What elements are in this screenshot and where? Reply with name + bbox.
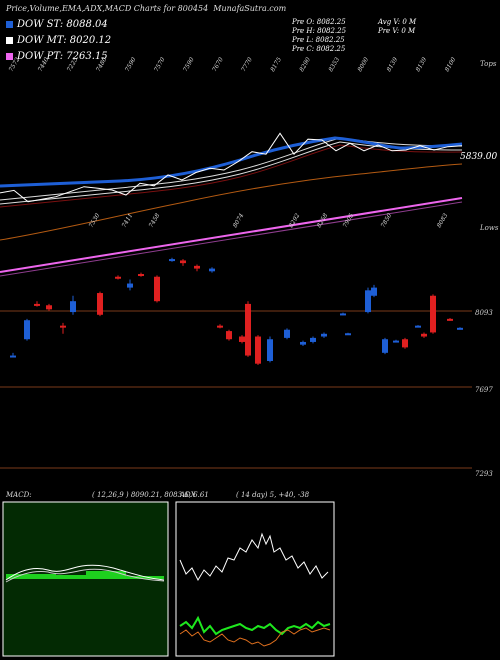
price-line [0, 132, 463, 203]
macd-values: ( 12,26,9 ) 8090.21, 8083.6, 6.61 [92, 491, 209, 499]
ohlc-high: Pre H: 8082.25 [292, 27, 347, 35]
legend-st: DOW ST: 8088.04 [6, 19, 108, 30]
candle-body [239, 336, 245, 342]
candle-body [70, 301, 76, 313]
candle-body [321, 333, 327, 337]
candle-body [255, 336, 261, 364]
ema-st-blue [0, 136, 463, 188]
candle-body [345, 333, 351, 336]
candle-body [402, 339, 408, 348]
adx-values: ( 14 day) 5, +40, -38 [236, 491, 310, 499]
legend-mt-swatch [6, 37, 13, 44]
legend-mt: DOW MT: 8020.12 [6, 35, 111, 46]
candle-body [382, 339, 388, 353]
legend-pt-label: DOW PT: 7263.15 [17, 51, 108, 62]
label-tops: Tops [480, 60, 497, 68]
macd-signal-line [5, 568, 165, 583]
adx-plus-di-line [179, 615, 331, 636]
candle-body [245, 303, 251, 356]
adx-line [179, 532, 329, 582]
legend-st-label: DOW ST: 8088.04 [17, 19, 108, 30]
candle-body [284, 329, 290, 338]
avg-volume: Avg V: 0 M [378, 18, 417, 26]
candle-body [365, 290, 371, 313]
macd-hist-2 [56, 575, 86, 579]
candle-body [300, 341, 306, 345]
ema-pt-magenta [0, 197, 463, 273]
label-level-3: 7293 [475, 470, 493, 478]
macd-hist-4 [126, 576, 164, 579]
candle-body [226, 331, 232, 340]
label-level-2: 7697 [475, 386, 493, 394]
candle-body [421, 333, 427, 337]
candle-body [127, 283, 133, 288]
ohlc-close: Pre C: 8082.25 [292, 45, 346, 53]
candle-body [138, 274, 144, 277]
candle-body [169, 259, 175, 262]
candle-body [457, 327, 463, 330]
candle-body [447, 318, 453, 321]
ema-pt-magenta-lower [0, 201, 463, 277]
candle-body [340, 313, 346, 316]
adx-label: ADX [180, 491, 196, 499]
macd-label: MACD: [6, 491, 32, 499]
label-lows: Lows [479, 224, 499, 232]
candle-body [154, 276, 160, 302]
ohlc-low: Pre L: 8082.25 [292, 36, 345, 44]
last-price-label: 5839.00 [460, 152, 497, 162]
ema-darkred [0, 144, 463, 208]
candle-body [194, 265, 200, 269]
ohlc-open: Pre O: 8082.25 [292, 18, 346, 26]
pre-volume: Pre V: 0 M [378, 27, 416, 35]
candle-body [217, 325, 223, 328]
adx-minus-di-line [179, 627, 331, 647]
candle-body [24, 320, 30, 340]
adx-panel [175, 501, 335, 657]
candle-body [46, 305, 52, 310]
candle-body [267, 339, 273, 361]
candle-body [371, 287, 377, 296]
candle-body [415, 325, 421, 328]
candle-body [310, 337, 316, 342]
candles [10, 257, 463, 366]
candle-body [115, 276, 121, 279]
chart-title-text: Price,Volume,EMA,ADX,MACD Charts for 800… [6, 4, 209, 13]
candle-body [97, 293, 103, 315]
chart-title: Price,Volume,EMA,ADX,MACD Charts for 800… [6, 4, 286, 13]
candle-body [430, 295, 436, 333]
legend-mt-label: DOW MT: 8020.12 [17, 35, 112, 46]
candle-body [393, 340, 399, 343]
macd-hist-3 [86, 571, 126, 579]
candle-body [10, 355, 16, 358]
site-name: MunafaSutra.com [213, 4, 287, 13]
ema-white-2 [0, 141, 463, 205]
candle-body [209, 268, 215, 272]
legend-st-swatch [6, 21, 13, 28]
candle-body [180, 260, 186, 264]
legend-pt-swatch [6, 53, 13, 60]
label-level-1: 8093 [475, 309, 493, 317]
macd-histogram [6, 571, 164, 579]
candle-body [60, 325, 66, 328]
legend-pt: DOW PT: 7263.15 [6, 51, 108, 62]
candle-body [34, 303, 40, 306]
ema-longterm-orange [0, 163, 463, 241]
macd-line [5, 564, 165, 581]
macd-hist-1 [6, 574, 56, 579]
